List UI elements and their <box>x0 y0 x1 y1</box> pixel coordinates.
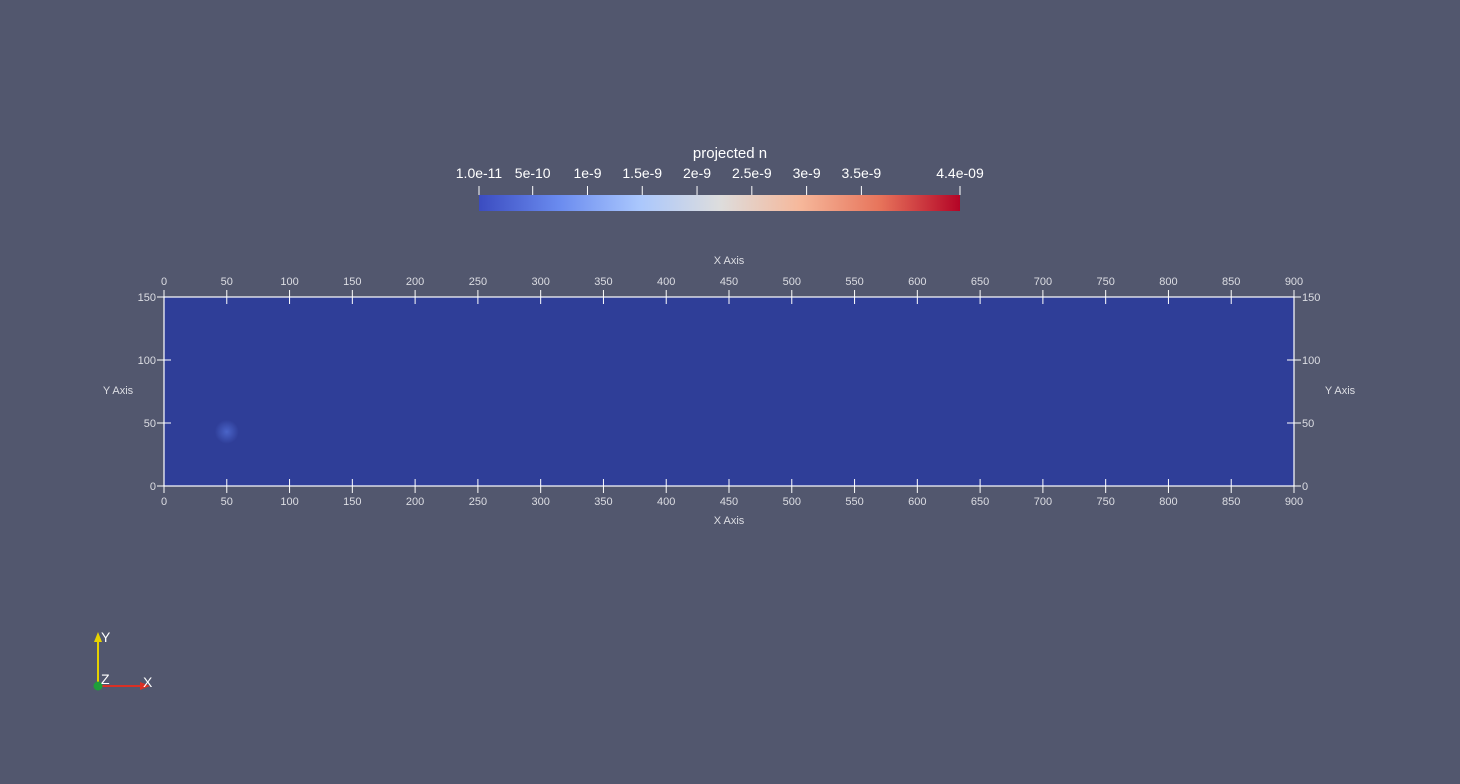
axes-grid <box>157 290 1301 493</box>
field-plot[interactable] <box>164 297 1294 486</box>
y-tick-label-right: 50 <box>1302 418 1314 430</box>
y-axis-label: Y <box>101 629 111 645</box>
y-tick-label-left: 0 <box>150 481 156 493</box>
x-tick-label-bottom: 200 <box>406 496 424 508</box>
x-tick-label-top: 400 <box>657 276 675 288</box>
y-axis-title-right: Y Axis <box>1325 385 1356 397</box>
x-tick-label-top: 0 <box>161 276 167 288</box>
x-axis-label: X <box>143 674 153 690</box>
y-tick-label-right: 100 <box>1302 355 1320 367</box>
colorbar-tick-label: 3.5e-9 <box>841 165 882 181</box>
y-tick-label-right: 150 <box>1302 292 1320 304</box>
x-tick-label-top: 650 <box>971 276 989 288</box>
x-tick-label-bottom: 50 <box>221 496 233 508</box>
z-axis-dot <box>93 681 103 691</box>
axes-labels: 0050501001001501502002002502503003003503… <box>103 255 1356 527</box>
y-axis-title-left: Y Axis <box>103 385 134 397</box>
colorbar-tick-label: 4.4e-09 <box>936 165 984 181</box>
x-tick-label-bottom: 800 <box>1159 496 1177 508</box>
colorbar-tick-label: 1e-9 <box>573 165 602 181</box>
colorbar-title: projected n <box>692 145 768 162</box>
field-blob <box>214 419 239 444</box>
x-axis-title-top: X Axis <box>714 255 745 267</box>
x-tick-label-bottom: 0 <box>161 496 167 508</box>
colorbar-tick-label: 3e-9 <box>792 165 821 181</box>
x-tick-label-top: 450 <box>720 276 738 288</box>
x-tick-label-top: 350 <box>594 276 612 288</box>
colorbar-tick-label: 1.5e-9 <box>622 165 663 181</box>
orientation-axes-widget: Y Z X <box>93 629 153 691</box>
x-tick-label-top: 800 <box>1159 276 1177 288</box>
x-tick-label-top: 100 <box>280 276 298 288</box>
x-arrow-head <box>140 682 150 690</box>
y-arrow-head <box>94 632 102 642</box>
x-tick-label-top: 750 <box>1096 276 1114 288</box>
x-tick-label-bottom: 400 <box>657 496 675 508</box>
x-tick-label-top: 700 <box>1034 276 1052 288</box>
x-axis-title-bottom: X Axis <box>714 515 745 527</box>
x-tick-label-top: 150 <box>343 276 361 288</box>
x-tick-label-bottom: 300 <box>531 496 549 508</box>
y-tick-label-left: 50 <box>144 418 156 430</box>
x-tick-label-top: 500 <box>783 276 801 288</box>
x-tick-label-bottom: 150 <box>343 496 361 508</box>
y-tick-label-left: 100 <box>138 355 156 367</box>
x-tick-label-bottom: 550 <box>845 496 863 508</box>
x-tick-label-top: 850 <box>1222 276 1240 288</box>
x-tick-label-bottom: 650 <box>971 496 989 508</box>
x-tick-label-bottom: 100 <box>280 496 298 508</box>
x-tick-label-bottom: 350 <box>594 496 612 508</box>
x-tick-label-bottom: 850 <box>1222 496 1240 508</box>
colorbar <box>479 195 960 211</box>
x-tick-label-bottom: 500 <box>783 496 801 508</box>
y-tick-label-left: 150 <box>138 292 156 304</box>
x-tick-label-bottom: 600 <box>908 496 926 508</box>
colorbar-ticks <box>478 186 961 195</box>
x-tick-label-bottom: 700 <box>1034 496 1052 508</box>
x-tick-label-bottom: 900 <box>1285 496 1303 508</box>
x-tick-label-bottom: 250 <box>469 496 487 508</box>
x-tick-label-top: 900 <box>1285 276 1303 288</box>
y-tick-label-right: 0 <box>1302 481 1308 493</box>
z-axis-label: Z <box>101 671 110 687</box>
x-tick-label-top: 200 <box>406 276 424 288</box>
x-tick-label-top: 50 <box>221 276 233 288</box>
x-tick-label-top: 250 <box>469 276 487 288</box>
colorbar-tick-label: 5e-10 <box>514 165 551 181</box>
x-tick-label-bottom: 450 <box>720 496 738 508</box>
x-tick-label-bottom: 750 <box>1096 496 1114 508</box>
colorbar-tick-label: 2.5e-9 <box>731 165 772 181</box>
x-tick-label-top: 600 <box>908 276 926 288</box>
colorbar-tick-label: 2e-9 <box>683 165 712 181</box>
colorbar-tick-label: 1.0e-11 <box>455 165 503 181</box>
x-tick-label-top: 300 <box>531 276 549 288</box>
x-tick-label-top: 550 <box>845 276 863 288</box>
